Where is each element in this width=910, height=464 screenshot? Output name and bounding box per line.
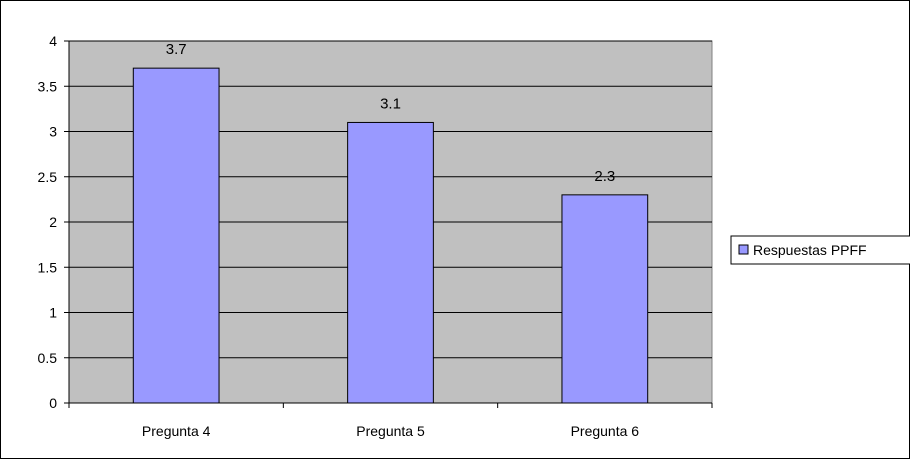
axes: [64, 40, 713, 408]
bars: [132, 67, 649, 404]
bar-3: [561, 194, 649, 404]
y-tick-label: 4: [49, 33, 57, 49]
y-tick-label: 3: [49, 124, 57, 140]
x-tick-label: Pregunta 4: [142, 423, 211, 439]
y-tick-label: 3.5: [38, 78, 58, 94]
data-label: 3.1: [380, 95, 401, 112]
x-tick-label: Pregunta 5: [356, 423, 425, 439]
x-tick-labels: Pregunta 4 Pregunta 5 Pregunta 6: [142, 423, 639, 439]
y-tick-label: 2.5: [38, 169, 58, 185]
bar-2: [347, 121, 434, 404]
legend: Respuestas PPFF: [730, 235, 910, 265]
x-tick-label: Pregunta 6: [571, 423, 640, 439]
y-tick-label: 0: [49, 395, 57, 411]
legend-swatch: [738, 244, 749, 255]
bar-1: [132, 67, 220, 404]
data-label: 3.7: [166, 41, 187, 58]
legend-box: [730, 235, 910, 265]
y-tick-label: 2: [49, 214, 57, 230]
y-tick-label: 1: [49, 305, 57, 321]
y-tick-label: 0.5: [38, 350, 58, 366]
data-labels: 3.7 3.1 2.3: [166, 41, 616, 185]
data-label: 2.3: [594, 168, 615, 185]
y-tick-labels: 0 0.5 1 1.5 2 2.5 3 3.5 4: [38, 33, 58, 411]
legend-label: Respuestas PPFF: [753, 242, 867, 258]
y-tick-label: 1.5: [38, 259, 58, 275]
